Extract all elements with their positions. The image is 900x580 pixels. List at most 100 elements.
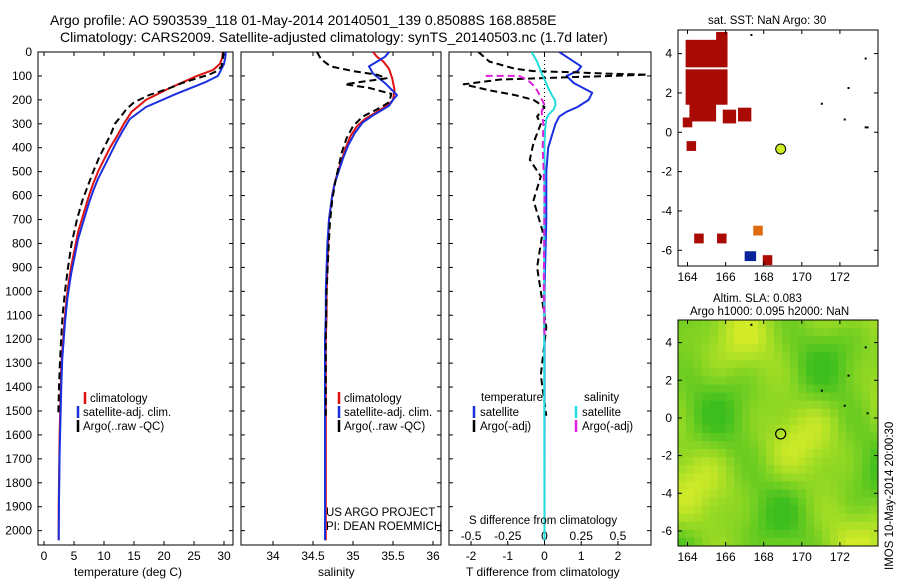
map-x-tick-label: 166: [716, 270, 736, 284]
sla-cell: [798, 505, 807, 515]
sla-cell: [798, 336, 807, 345]
sla-cell: [822, 473, 831, 482]
sla-cell: [758, 489, 767, 498]
sla-cell: [686, 457, 695, 466]
sla-cell: [726, 344, 735, 353]
sla-cell: [822, 360, 831, 369]
sla-cell: [694, 489, 703, 498]
sla-cell: [846, 408, 855, 418]
sla-cell: [694, 457, 703, 466]
sla-cell: [710, 505, 719, 515]
sla-cell: [718, 408, 727, 418]
sla-cell: [726, 441, 735, 450]
sla-cell: [726, 529, 735, 539]
sla-cell: [798, 497, 807, 507]
sla-cell: [854, 473, 863, 482]
sla-cell: [750, 416, 759, 426]
sla-cell: [822, 513, 831, 523]
sla-map-axes: 164 166 168 170 172 4 2 0 -2 -4 -6: [661, 320, 878, 564]
sla-cell: [854, 408, 863, 418]
sla-cell: [854, 537, 863, 546]
sla-cell: [766, 376, 775, 385]
sla-cell: [782, 457, 791, 466]
sla-cell: [790, 416, 799, 426]
sla-cell: [678, 497, 687, 507]
sla-cell: [862, 368, 871, 377]
sla-cell: [734, 449, 743, 458]
sla-cell: [854, 457, 863, 466]
sst-cell: [762, 255, 773, 266]
sla-cell: [702, 457, 711, 466]
sla-cell: [822, 433, 831, 442]
sla-cell: [750, 529, 759, 539]
sla-cell: [790, 368, 799, 377]
sla-cell: [870, 449, 878, 458]
sla-cell: [734, 537, 743, 546]
sla-cell: [726, 537, 735, 546]
sst-cell: [716, 31, 728, 44]
legend-label-s-argo: Argo(-adj): [582, 421, 633, 433]
map-y-tick-label: 2: [665, 86, 672, 100]
sla-cell: [766, 360, 775, 369]
sla-cell: [862, 408, 871, 418]
sla-cell: [806, 368, 815, 377]
sla-cell: [718, 336, 727, 345]
map-y-tick-label: 4: [665, 336, 672, 350]
sla-cell: [734, 352, 743, 361]
sla-cell: [814, 497, 823, 507]
sla-cell: [766, 344, 775, 353]
sla-cell: [814, 513, 823, 523]
sla-cell: [734, 320, 743, 329]
sla-cell: [838, 521, 847, 531]
sla-cell: [814, 481, 823, 490]
sla-cell: [726, 433, 735, 442]
sla-cell: [750, 489, 759, 498]
depth-tick-label: 0: [25, 45, 32, 59]
sla-cell: [726, 481, 735, 490]
sla-cell: [790, 328, 799, 337]
sla-cell: [710, 336, 719, 345]
sla-cell: [702, 416, 711, 426]
sla-cell: [686, 481, 695, 490]
island-speck: [866, 412, 869, 415]
sla-cell: [846, 497, 855, 507]
sla-cell: [702, 368, 711, 377]
sla-cell: [678, 481, 687, 490]
sla-cell: [862, 489, 871, 498]
sla-cell: [710, 408, 719, 418]
sla-cell: [838, 360, 847, 369]
sla-cell: [790, 481, 799, 490]
sla-cell: [758, 408, 767, 418]
imos-timestamp-label: IMOS 10-May-2014 20:00:30: [884, 422, 896, 570]
sla-cell: [790, 441, 799, 450]
sla-cell: [774, 416, 783, 426]
sla-cell: [846, 344, 855, 353]
x-tick-label: 36: [426, 549, 440, 563]
sla-cell: [798, 408, 807, 418]
sla-cell: [806, 416, 815, 426]
sla-cell: [846, 481, 855, 490]
sla-cell: [846, 457, 855, 466]
sla-cell: [870, 441, 878, 450]
sla-cell: [870, 473, 878, 482]
depth-tick-label: 100: [12, 69, 32, 83]
sla-cell: [830, 416, 839, 426]
sla-cell: [742, 416, 751, 426]
sla-cell: [790, 392, 799, 402]
sla-cell: [870, 537, 878, 546]
sla-cell: [742, 441, 751, 450]
sla-cell: [742, 497, 751, 507]
sla-cell: [726, 489, 735, 498]
sla-cell: [854, 481, 863, 490]
sla-cell: [814, 416, 823, 426]
sla-cell: [854, 352, 863, 361]
sla-cell: [782, 408, 791, 418]
sla-cell: [718, 392, 727, 402]
sla-cell: [806, 441, 815, 450]
sla-cell: [774, 505, 783, 515]
sla-cell: [814, 457, 823, 466]
sla-cell: [726, 465, 735, 474]
sla-cell: [686, 513, 695, 523]
sla-cell: [678, 368, 687, 377]
